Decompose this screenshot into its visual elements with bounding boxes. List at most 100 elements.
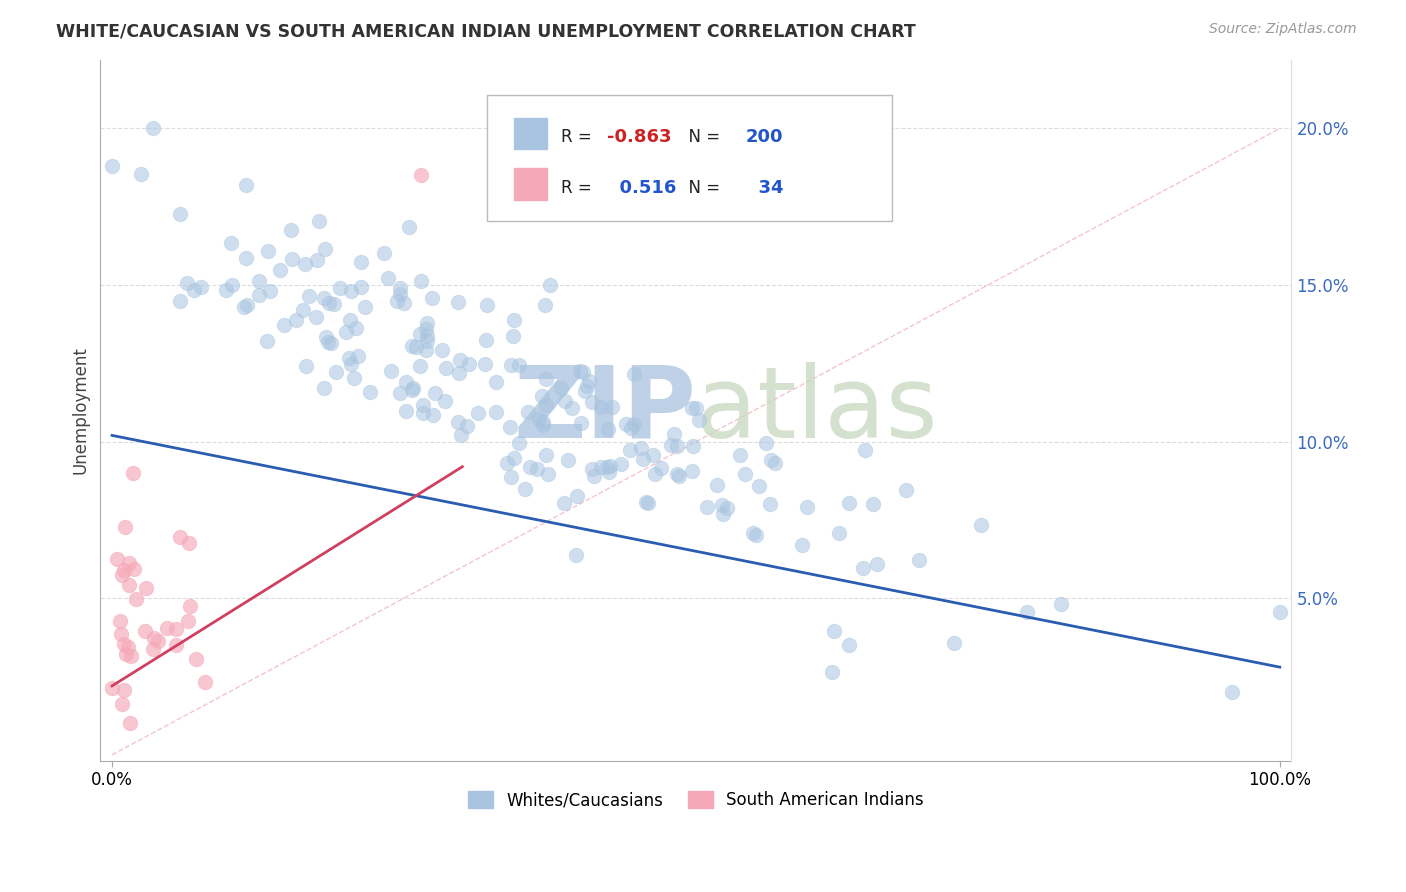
Point — [620, 421, 643, 435]
Point — [744, 528, 766, 542]
Point — [118, 578, 141, 592]
Point — [235, 251, 257, 265]
Point — [118, 556, 141, 570]
Point — [458, 357, 481, 371]
Text: R =: R = — [561, 179, 598, 197]
Point — [503, 451, 526, 466]
Point — [711, 507, 734, 521]
Point — [285, 313, 308, 327]
Point — [534, 398, 557, 412]
Point — [568, 364, 591, 378]
Point — [866, 557, 889, 571]
Point — [398, 220, 420, 235]
Point — [755, 436, 778, 450]
Point — [350, 280, 373, 294]
Point — [114, 520, 136, 534]
Point — [534, 448, 557, 462]
Point — [346, 349, 368, 363]
Point — [350, 255, 373, 269]
Point — [295, 359, 318, 373]
Point — [565, 549, 588, 563]
Point — [474, 357, 496, 371]
Point — [582, 468, 605, 483]
Point — [508, 436, 530, 450]
Point — [425, 385, 447, 400]
Point — [734, 467, 756, 481]
FancyBboxPatch shape — [513, 169, 547, 200]
Point — [129, 167, 152, 181]
Point — [235, 178, 257, 193]
Point — [176, 276, 198, 290]
Point — [531, 418, 554, 433]
Point — [502, 328, 524, 343]
Point — [600, 400, 623, 414]
Text: N =: N = — [678, 128, 725, 146]
Point — [312, 291, 335, 305]
Point — [121, 466, 143, 480]
Point — [395, 404, 418, 418]
Point — [318, 295, 340, 310]
Point — [112, 682, 135, 697]
Point — [105, 552, 128, 566]
Point — [269, 262, 291, 277]
Point — [322, 296, 344, 310]
Point — [422, 408, 444, 422]
Point — [759, 498, 782, 512]
Point — [415, 322, 437, 336]
Point — [851, 560, 873, 574]
Point — [169, 207, 191, 221]
Point — [409, 326, 432, 341]
Point — [485, 405, 508, 419]
Point — [619, 442, 641, 457]
Point — [659, 438, 682, 452]
Point — [148, 634, 170, 648]
Point — [572, 365, 595, 379]
Point — [537, 467, 560, 482]
Point — [373, 245, 395, 260]
Point — [416, 329, 439, 343]
Point — [501, 358, 523, 372]
Point — [447, 295, 470, 310]
Point — [599, 458, 621, 473]
Point — [741, 526, 763, 541]
Point — [316, 334, 339, 349]
Point — [134, 624, 156, 639]
Point — [359, 385, 381, 400]
Point — [596, 460, 619, 475]
Point — [662, 427, 685, 442]
Point — [530, 389, 553, 403]
Point — [515, 482, 537, 496]
Point — [623, 417, 645, 432]
Point — [186, 651, 208, 665]
Point — [415, 343, 437, 357]
Point — [1220, 685, 1243, 699]
Point — [838, 638, 860, 652]
Point — [256, 334, 278, 348]
Point — [748, 479, 770, 493]
Point — [1268, 605, 1291, 619]
Point — [183, 283, 205, 297]
Point — [456, 419, 478, 434]
Point — [790, 538, 813, 552]
Point — [420, 291, 443, 305]
Point — [526, 462, 548, 476]
Point — [527, 412, 550, 426]
Point — [501, 469, 523, 483]
Text: WHITE/CAUCASIAN VS SOUTH AMERICAN INDIAN UNEMPLOYMENT CORRELATION CHART: WHITE/CAUCASIAN VS SOUTH AMERICAN INDIAN… — [56, 22, 915, 40]
Point — [233, 300, 256, 314]
Point — [179, 535, 201, 549]
Text: Source: ZipAtlas.com: Source: ZipAtlas.com — [1209, 22, 1357, 37]
Text: ZIP: ZIP — [513, 362, 696, 458]
Point — [538, 277, 561, 292]
Point — [503, 313, 526, 327]
FancyBboxPatch shape — [488, 95, 893, 221]
Point — [862, 497, 884, 511]
Point — [644, 467, 666, 481]
Point — [307, 252, 329, 267]
Legend: Whites/Caucasians, South American Indians: Whites/Caucasians, South American Indian… — [461, 784, 931, 816]
Point — [475, 298, 498, 312]
Point — [688, 413, 710, 427]
FancyBboxPatch shape — [513, 118, 547, 149]
Point — [416, 316, 439, 330]
Point — [631, 451, 654, 466]
